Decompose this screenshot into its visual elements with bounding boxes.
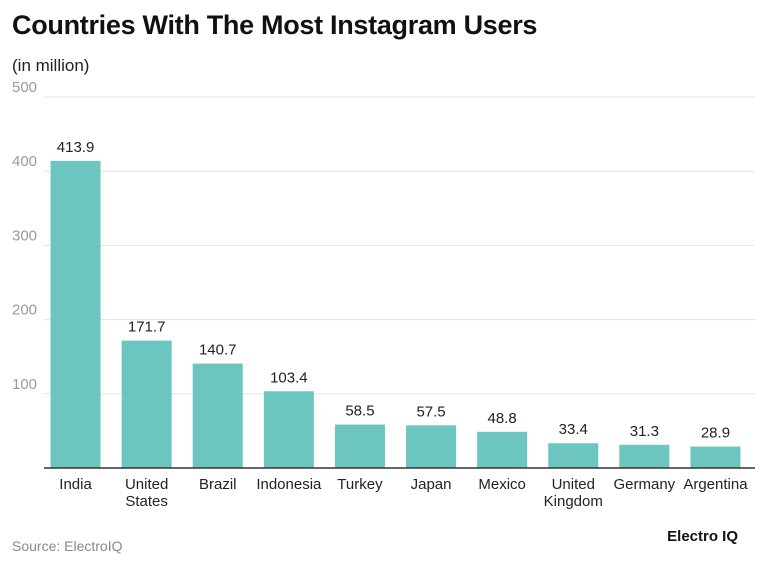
chart-title: Countries With The Most Instagram Users [12, 10, 538, 40]
x-tick-label: United [552, 476, 595, 493]
data-label: 57.5 [416, 403, 445, 420]
x-tick-label: Mexico [478, 476, 526, 493]
x-tick-label: Turkey [337, 476, 383, 493]
bar [263, 391, 314, 468]
x-tick-label: Indonesia [256, 476, 322, 493]
y-tick-label: 300 [12, 227, 37, 244]
x-tick-label: Kingdom [544, 493, 603, 510]
data-label: 140.7 [199, 342, 237, 359]
y-tick-label: 100 [12, 376, 37, 393]
bar [121, 340, 172, 468]
x-tick-label: India [59, 476, 92, 493]
data-label: 28.9 [701, 425, 730, 442]
bar [619, 444, 670, 468]
x-tick-label: United [125, 476, 168, 493]
gridlines [44, 96, 755, 395]
bar [334, 424, 385, 468]
y-tick-label: 200 [12, 302, 37, 319]
bar [50, 160, 101, 468]
bars [50, 160, 741, 468]
x-tick-label: Brazil [199, 476, 237, 493]
data-label: 48.8 [488, 410, 517, 427]
bar [192, 363, 243, 468]
source-note: Source: ElectroIQ [12, 538, 123, 554]
bar [548, 443, 599, 468]
bar [406, 425, 457, 468]
y-axis-ticks: 100 200 300 400 500 [12, 79, 37, 393]
chart-subtitle: (in million) [12, 56, 90, 75]
data-label: 413.9 [57, 139, 95, 156]
data-label: 171.7 [128, 319, 166, 336]
x-tick-label: Argentina [683, 476, 748, 493]
data-label: 58.5 [345, 403, 374, 420]
data-label: 31.3 [630, 423, 659, 440]
data-label: 103.4 [270, 369, 308, 386]
y-tick-label: 500 [12, 79, 37, 96]
data-label: 33.4 [559, 421, 588, 438]
bar [477, 431, 528, 468]
x-tick-label: States [125, 493, 168, 510]
brand-logo: Electro IQ [667, 528, 738, 545]
y-tick-label: 400 [12, 153, 37, 170]
value-labels: 413.9 171.7 140.7 103.4 58.5 57.5 48.8 33.4 31.3… [57, 139, 730, 442]
bar [690, 446, 741, 468]
x-tick-label: Japan [411, 476, 452, 493]
x-tick-label: Germany [614, 476, 676, 493]
